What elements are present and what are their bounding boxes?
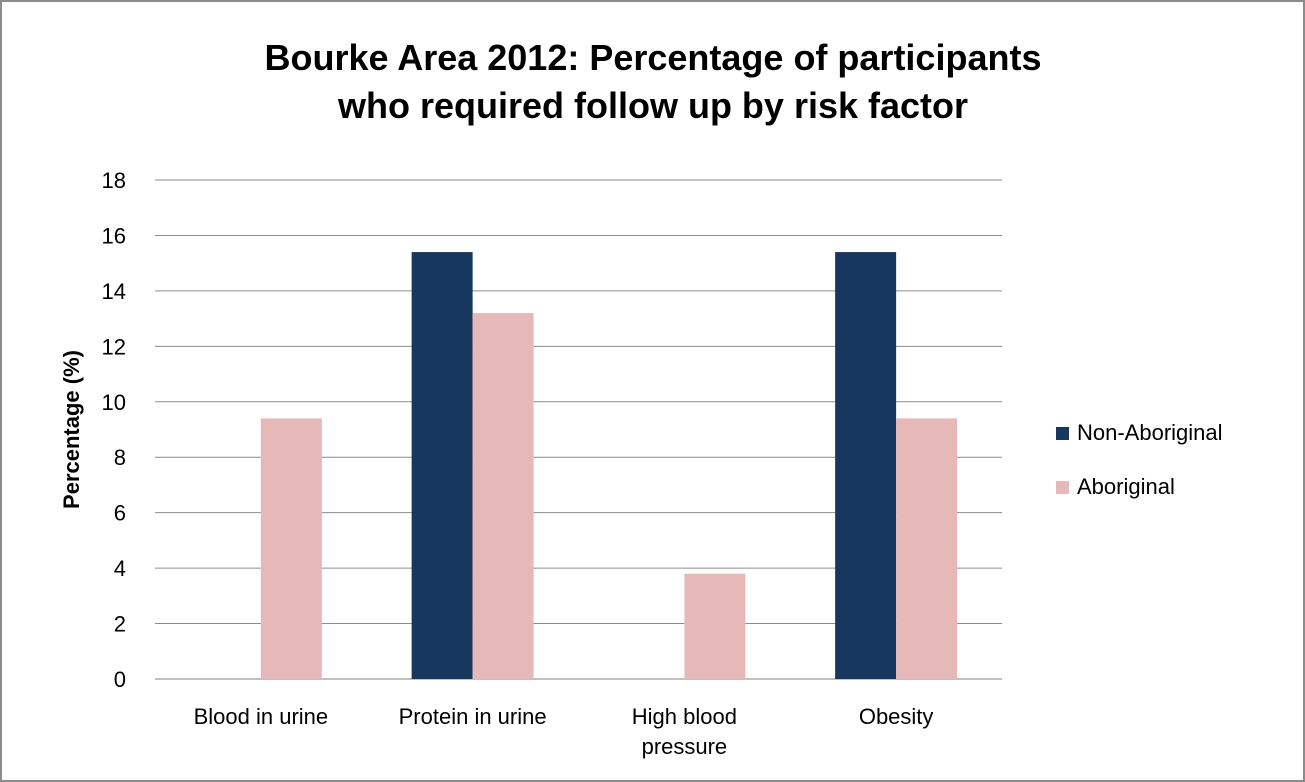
y-tick-label: 4 bbox=[114, 556, 126, 581]
chart-title-line: who required follow up by risk factor bbox=[337, 85, 968, 126]
bar-non-aboriginal bbox=[835, 252, 897, 680]
y-tick-label: 12 bbox=[102, 334, 126, 359]
legend-swatch bbox=[1056, 481, 1069, 494]
y-tick-label: 14 bbox=[102, 279, 126, 304]
y-tick-label: 0 bbox=[114, 667, 126, 692]
x-category-label: Obesity bbox=[859, 704, 934, 729]
x-category-label: Blood in urine bbox=[194, 704, 329, 729]
legend-label: Non-Aboriginal bbox=[1077, 420, 1223, 445]
x-category-label: Protein in urine bbox=[399, 704, 547, 729]
y-axis-ticks: 0 2 4 6 8 10 12 14 16 18 bbox=[102, 168, 126, 692]
bar-aboriginal bbox=[472, 313, 534, 679]
bars bbox=[260, 252, 958, 680]
y-tick-label: 16 bbox=[102, 223, 126, 248]
y-tick-label: 18 bbox=[102, 168, 126, 193]
chart-title-line: Bourke Area 2012: Percentage of particip… bbox=[265, 37, 1042, 78]
y-tick-label: 6 bbox=[114, 501, 126, 526]
bar-aboriginal bbox=[896, 418, 958, 679]
legend-swatch bbox=[1056, 427, 1069, 440]
y-tick-label: 10 bbox=[102, 390, 126, 415]
x-axis-categories: Blood in urine Protein in urine High blood… bbox=[194, 704, 934, 759]
legend: Non-Aboriginal Aboriginal bbox=[1056, 420, 1223, 499]
y-tick-label: 8 bbox=[114, 445, 126, 470]
bar-aboriginal bbox=[684, 573, 746, 679]
x-category-label: pressure bbox=[642, 734, 728, 759]
y-axis-label: Percentage (%) bbox=[59, 350, 84, 509]
y-tick-label: 2 bbox=[114, 612, 126, 637]
legend-label: Aboriginal bbox=[1077, 474, 1175, 499]
bar-aboriginal bbox=[260, 418, 322, 679]
chart-title: Bourke Area 2012: Percentage of particip… bbox=[265, 37, 1042, 126]
x-category-label: High blood bbox=[632, 704, 737, 729]
bar-non-aboriginal bbox=[411, 252, 473, 680]
